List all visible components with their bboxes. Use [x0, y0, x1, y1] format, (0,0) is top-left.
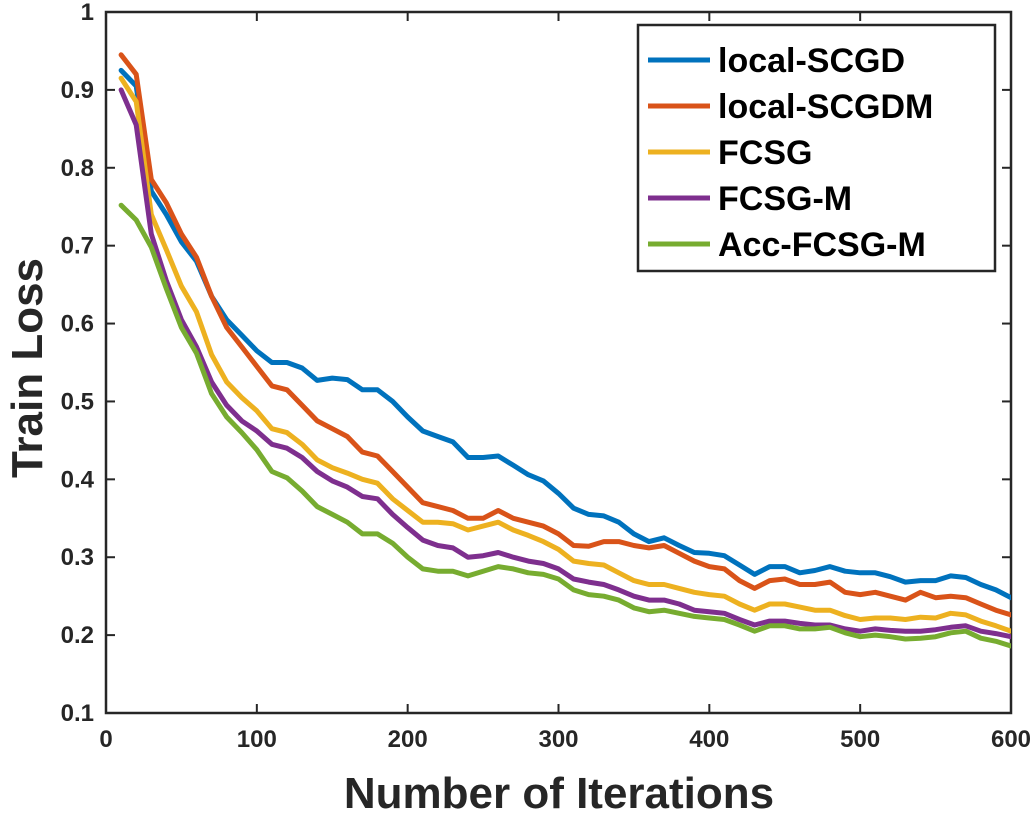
y-tick-label: 0.7 [61, 233, 94, 260]
x-tick-label: 200 [388, 726, 428, 753]
y-tick-label: 0.1 [61, 700, 94, 727]
series-line-local-scgd [118, 67, 1011, 601]
series-line-local-scgdm [118, 52, 1011, 618]
legend-box [636, 23, 997, 273]
x-tick-label: 0 [99, 726, 112, 753]
series-line-fcsg-m [118, 87, 1011, 640]
legend-label: FCSG-M [718, 180, 852, 218]
x-tick-label: 500 [840, 726, 880, 753]
y-tick-label: 0.3 [61, 544, 94, 571]
x-tick-label: 100 [237, 726, 277, 753]
y-tick-label: 0.6 [61, 311, 94, 338]
x-tick-label: 300 [538, 726, 578, 753]
y-tick-label: 0.2 [61, 622, 94, 649]
x-tick-label: 400 [689, 726, 729, 753]
y-axis-label: Train Loss [3, 258, 52, 478]
y-tick-label: 1 [81, 0, 94, 26]
legend: local-SCGD local-SCGDM FCSG FCSG-M Acc-FCSG-… [636, 23, 997, 273]
legend-label: Acc-FCSG-M [718, 226, 926, 264]
plot-area: 0 100 200 300 400 500 600 0.1 0.2 0.3 0.4 0.5 0.6 0.7… [61, 0, 1031, 753]
series-lines [118, 52, 1011, 649]
y-tick-label: 0.9 [61, 77, 94, 104]
y-tick-label: 0.8 [61, 155, 94, 182]
y-tick-label: 0.5 [61, 388, 94, 415]
legend-label: FCSG [718, 134, 812, 172]
legend-label: local-SCGD [718, 42, 905, 80]
x-tick-label: 600 [991, 726, 1031, 753]
legend-label: local-SCGDM [718, 88, 933, 126]
y-tick-label: 0.4 [61, 466, 95, 493]
series-line-acc-fcsg-m [118, 202, 1011, 649]
series-line-fcsg [118, 75, 1011, 634]
x-axis-label: Number of Iterations [344, 769, 774, 813]
